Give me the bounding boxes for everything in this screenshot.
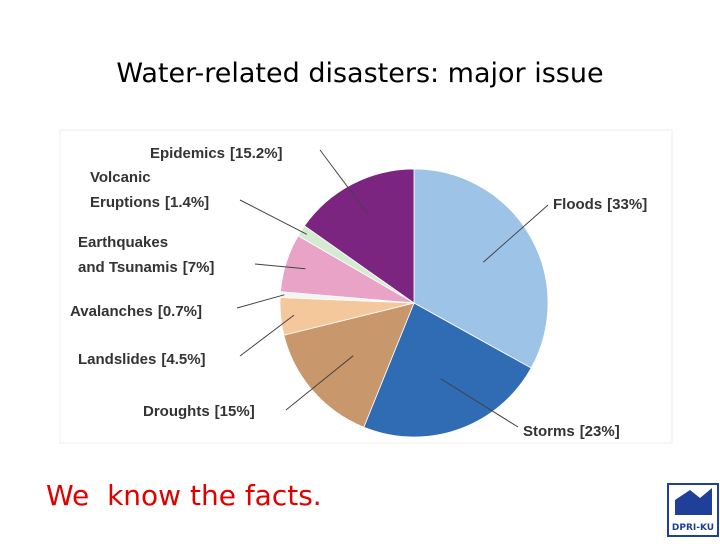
- value-label: [23%]: [580, 423, 620, 440]
- label-line: Earthquakes: [78, 234, 172, 251]
- leader-line: [482, 204, 549, 263]
- value-label: [4.5%]: [161, 351, 205, 368]
- pie-slice: [413, 168, 549, 369]
- value-label: [0.7%]: [158, 303, 202, 320]
- pie-slice: [303, 168, 415, 304]
- label-line: Eruptions: [90, 194, 160, 211]
- slice-label: Floods: [553, 196, 602, 213]
- label-line: Volcanic: [90, 169, 155, 186]
- value-label: [15%]: [215, 403, 255, 420]
- pie-chart: Floods [33%] Storms [23%] Droughts [15%] Lands…: [70, 145, 647, 440]
- slice-label: Earthquakes and Tsunamis: [78, 234, 178, 276]
- value-label: [15.2%]: [230, 145, 283, 162]
- slice-label: Epidemics: [150, 145, 225, 162]
- slide-title: Water-related disasters: major issue: [116, 58, 603, 89]
- leader-line: [440, 378, 519, 428]
- leader-line: [319, 149, 369, 215]
- slide-footer: We know the facts.: [46, 479, 322, 512]
- slice-label: Droughts: [143, 403, 210, 420]
- value-label: [33%]: [607, 196, 647, 213]
- slice-label: Avalanches: [70, 303, 153, 320]
- pie-slice: [363, 302, 532, 438]
- value-label: [7%]: [183, 259, 215, 276]
- leader-line: [239, 199, 308, 235]
- leader-line: [236, 294, 285, 309]
- logo-text: DPRI-KU: [672, 523, 714, 533]
- slice-label: Landslides: [78, 351, 156, 368]
- leader-line: [254, 263, 306, 270]
- leader-line: [285, 355, 354, 411]
- logo-icon: [675, 488, 712, 515]
- leader-line: [239, 314, 295, 357]
- slice-label: Volcanic Eruptions: [90, 169, 160, 211]
- label-line: and Tsunamis: [78, 259, 178, 276]
- slice-label: Storms: [523, 423, 575, 440]
- value-label: [1.4%]: [165, 194, 209, 211]
- pie-slice: [283, 302, 415, 428]
